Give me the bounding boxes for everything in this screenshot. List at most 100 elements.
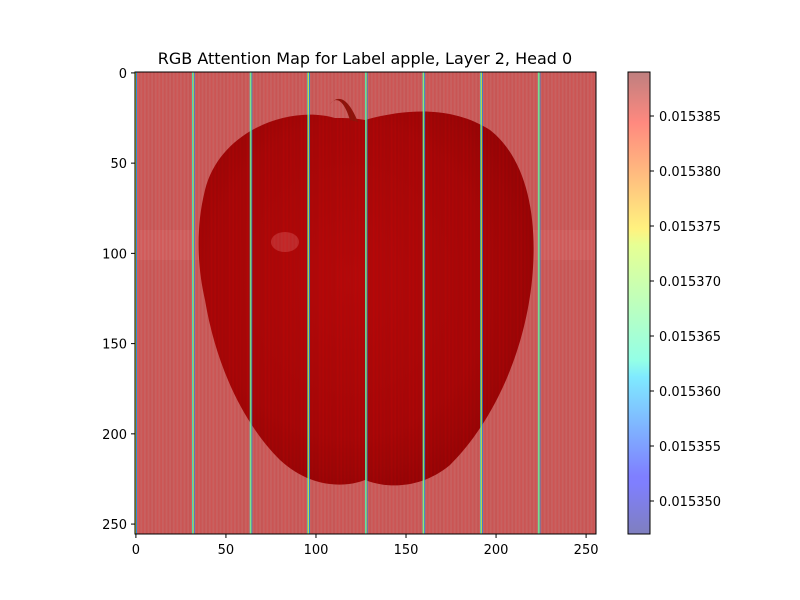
attention-column — [405, 72, 407, 534]
attention-column — [509, 72, 512, 534]
attention-column — [401, 72, 404, 534]
attention-column — [156, 72, 159, 534]
attention-stripe — [192, 72, 194, 534]
y-tick-label: 150 — [102, 338, 127, 353]
attention-stripe — [251, 72, 253, 534]
attention-column — [340, 72, 343, 534]
attention-column — [487, 72, 490, 534]
attention-column — [203, 72, 206, 534]
attention-column — [397, 72, 400, 534]
attention-column — [336, 72, 339, 534]
attention-column — [361, 72, 364, 534]
attention-column — [178, 72, 181, 534]
attention-column — [523, 72, 526, 534]
attention-column — [376, 72, 379, 534]
attention-column — [534, 72, 537, 534]
attention-column — [228, 72, 231, 534]
attention-column — [498, 72, 501, 534]
attention-column — [520, 72, 523, 534]
attention-column — [556, 72, 559, 534]
x-axis: 0 50 100 150 200 250 — [132, 534, 599, 558]
attention-column — [282, 72, 285, 534]
attention-column — [585, 72, 587, 534]
x-tick-label: 100 — [304, 543, 329, 558]
attention-stripe — [308, 72, 310, 534]
attention-column — [221, 72, 224, 534]
attention-column — [304, 72, 307, 534]
x-tick-label: 250 — [574, 543, 599, 558]
attention-column — [570, 72, 573, 534]
attention-column — [505, 72, 508, 534]
attention-stripe — [307, 72, 309, 534]
attention-column — [387, 72, 389, 534]
attention-column — [502, 72, 505, 534]
y-tick-label: 50 — [110, 157, 127, 172]
attention-column — [199, 72, 202, 534]
y-tick-label: 250 — [102, 518, 127, 533]
attention-column — [329, 72, 332, 534]
x-tick-label: 0 — [132, 543, 140, 558]
attention-column — [354, 72, 357, 534]
attention-column — [181, 72, 184, 534]
attention-column — [253, 72, 256, 534]
attention-column — [279, 72, 281, 534]
colorbar: 0.015350 0.015355 0.015360 0.015365 0.015370… — [627, 71, 721, 535]
attention-column — [549, 72, 551, 534]
attention-column — [383, 72, 386, 534]
x-tick-label: 200 — [484, 543, 509, 558]
colorbar-ticks: 0.015350 0.015355 0.015360 0.015365 0.015370… — [650, 110, 721, 510]
attention-column — [189, 72, 191, 534]
attention-column — [289, 72, 292, 534]
attention-column — [325, 72, 328, 534]
attention-stripe — [192, 72, 194, 534]
attention-column — [185, 72, 188, 534]
attention-column — [531, 72, 533, 534]
attention-column — [174, 72, 177, 534]
attention-stripe — [365, 72, 367, 534]
attention-column — [577, 72, 580, 534]
attention-column — [516, 72, 519, 534]
x-tick-label: 150 — [394, 543, 419, 558]
attention-column — [466, 72, 469, 534]
attention-column — [430, 72, 433, 534]
attention-column — [408, 72, 411, 534]
y-axis: 0 50 100 150 200 250 — [102, 67, 135, 533]
attention-column — [527, 72, 530, 534]
attention-column — [286, 72, 289, 534]
attention-stripe — [422, 72, 424, 534]
attention-column — [271, 72, 274, 534]
attention-stripe — [136, 72, 137, 534]
attention-column — [441, 72, 443, 534]
colorbar-tick-label: 0.015360 — [659, 385, 721, 400]
colorbar-tick-label: 0.015370 — [659, 275, 721, 290]
attention-column — [153, 72, 155, 534]
attention-stripe — [250, 72, 252, 534]
attention-column — [293, 72, 296, 534]
attention-stripe — [480, 72, 482, 534]
attention-column — [239, 72, 242, 534]
attention-column — [433, 72, 436, 534]
attention-stripe — [538, 72, 540, 534]
attention-column — [469, 72, 472, 534]
attention-column — [210, 72, 213, 534]
attention-column — [343, 72, 346, 534]
y-tick-label: 0 — [119, 67, 127, 82]
attention-column — [358, 72, 361, 534]
attention-column — [552, 72, 555, 534]
attention-column — [459, 72, 461, 534]
attention-column — [196, 72, 199, 534]
attention-column — [592, 72, 595, 534]
attention-column — [415, 72, 418, 534]
attention-column — [484, 72, 487, 534]
attention-column — [167, 72, 170, 534]
attention-column — [207, 72, 209, 534]
attention-column — [163, 72, 166, 534]
attention-column — [541, 72, 544, 534]
attention-column — [372, 72, 375, 534]
colorbar-gradient — [628, 72, 650, 534]
attention-stripe — [308, 72, 310, 534]
attention-column — [394, 72, 397, 534]
attention-column — [142, 72, 145, 534]
attention-column — [145, 72, 148, 534]
